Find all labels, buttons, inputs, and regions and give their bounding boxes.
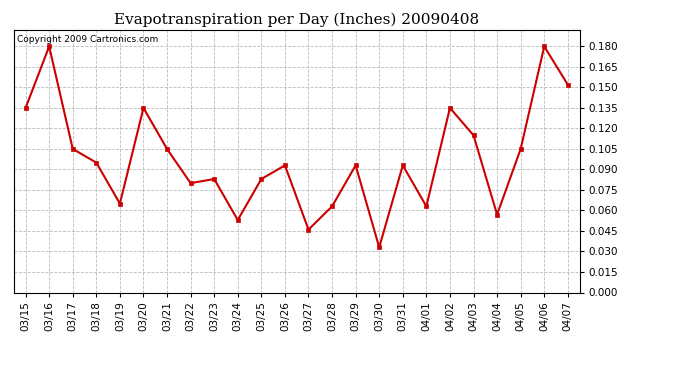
Title: Evapotranspiration per Day (Inches) 20090408: Evapotranspiration per Day (Inches) 2009… [114, 13, 480, 27]
Text: Copyright 2009 Cartronics.com: Copyright 2009 Cartronics.com [17, 35, 158, 44]
